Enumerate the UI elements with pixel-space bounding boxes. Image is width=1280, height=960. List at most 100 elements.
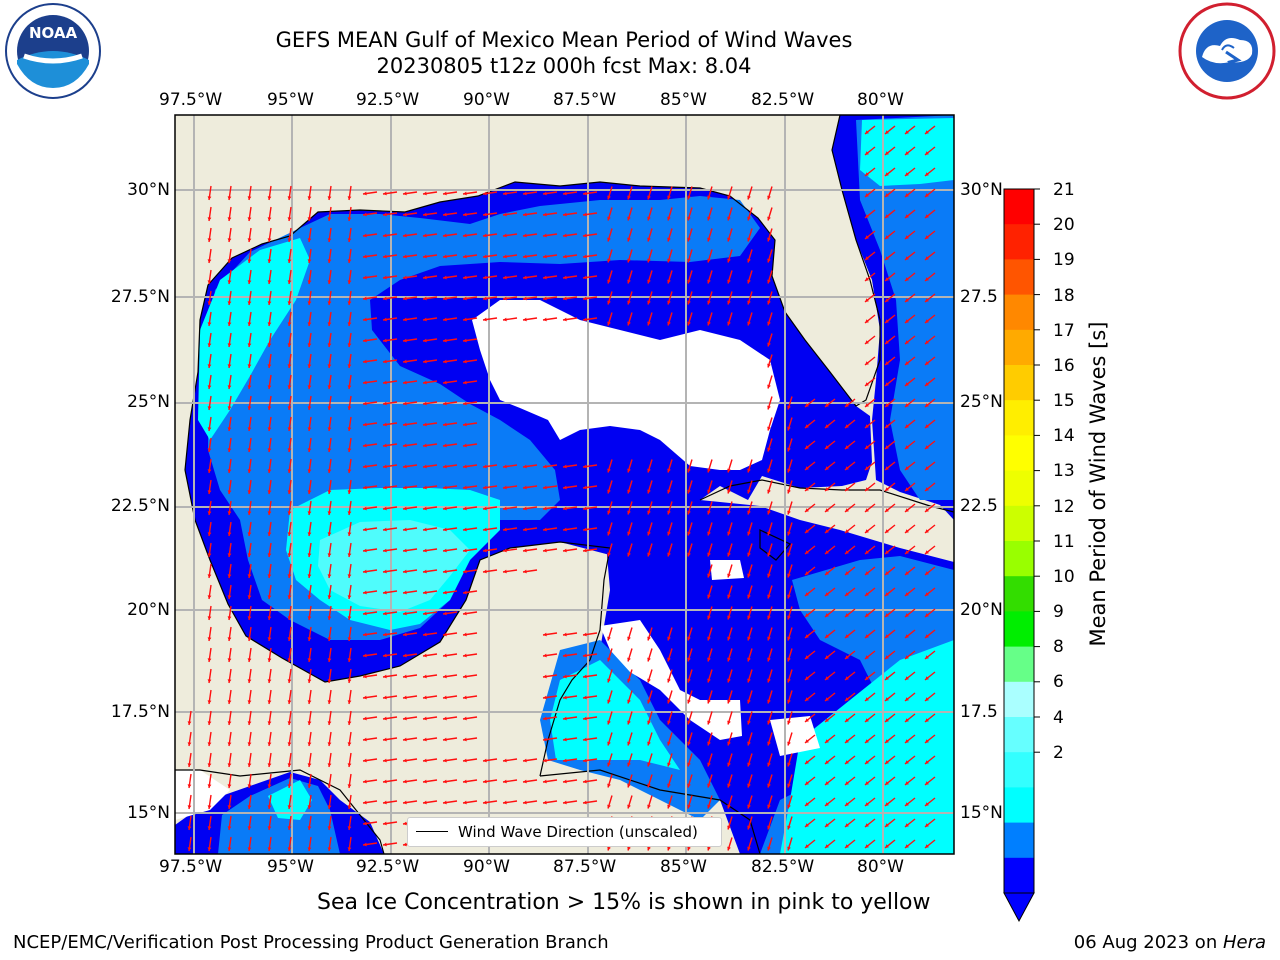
- wave-arrowhead: [207, 364, 212, 368]
- wave-arrowhead: [687, 321, 691, 326]
- lat-label-right: 17.5: [960, 702, 998, 722]
- wave-arrowhead: [563, 800, 567, 805]
- wave-arrowhead: [583, 800, 587, 805]
- wave-arrowhead: [227, 364, 232, 368]
- wave-arrowhead: [287, 301, 292, 305]
- map-legend: Wind Wave Direction (unscaled): [407, 817, 722, 847]
- wave-arrowhead: [767, 573, 771, 578]
- wave-arrowhead: [383, 443, 387, 448]
- wave-arrowhead: [363, 632, 367, 637]
- wave-arrowhead: [767, 510, 771, 515]
- wave-arrowhead: [767, 384, 771, 389]
- wave-arrowhead: [627, 531, 631, 536]
- wave-arrowhead: [627, 720, 631, 725]
- wave-arrowhead: [747, 258, 751, 263]
- wave-arrowhead: [687, 783, 691, 788]
- wave-arrowhead: [747, 237, 751, 242]
- wave-arrowhead: [187, 763, 192, 767]
- wave-arrowhead: [423, 758, 427, 763]
- wave-arrowhead: [825, 403, 829, 407]
- wave-arrowhead: [607, 300, 611, 305]
- wave-arrowhead: [687, 552, 691, 557]
- wave-arrowhead: [307, 259, 312, 263]
- map-area: [175, 115, 954, 854]
- colorbar-tick: 2: [1053, 743, 1064, 763]
- wave-arrowhead: [307, 448, 312, 452]
- wave-arrowhead: [727, 615, 731, 620]
- wave-arrowhead: [825, 424, 829, 428]
- wave-arrowhead: [503, 317, 507, 322]
- wave-arrowhead: [247, 553, 252, 557]
- lon-label-top: 90°W: [463, 90, 510, 110]
- wave-arrowhead: [207, 469, 212, 473]
- wave-arrowhead: [687, 636, 691, 641]
- wave-arrowhead: [767, 258, 771, 263]
- wave-arrowhead: [647, 783, 651, 788]
- wave-arrowhead: [307, 406, 312, 410]
- wave-arrowhead: [383, 821, 387, 826]
- wave-arrowhead: [727, 300, 731, 305]
- wave-arrowhead: [667, 300, 671, 305]
- wave-arrowhead: [247, 847, 252, 851]
- wave-arrowhead: [363, 422, 367, 427]
- wave-arrowhead: [865, 361, 869, 365]
- lat-label-left: 22.5°N: [110, 496, 170, 516]
- wave-arrowhead: [267, 784, 272, 788]
- lon-label-top: 85°W: [660, 90, 707, 110]
- wave-arrowhead: [383, 632, 387, 637]
- wave-arrowhead: [543, 275, 547, 280]
- wave-arrowhead: [627, 468, 631, 473]
- wave-arrowhead: [543, 506, 547, 511]
- wave-arrowhead: [787, 762, 791, 767]
- wave-arrowhead: [805, 739, 809, 743]
- wave-arrowhead: [583, 254, 587, 259]
- wave-arrowhead: [383, 737, 387, 742]
- wave-arrowhead: [423, 569, 427, 574]
- wave-arrowhead: [347, 217, 352, 221]
- wave-arrowhead: [563, 317, 567, 322]
- wave-arrowhead: [327, 826, 332, 830]
- wave-arrowhead: [805, 571, 809, 575]
- colorbar-tick: 12: [1053, 497, 1075, 517]
- wave-arrowhead: [825, 613, 829, 617]
- wave-arrowhead: [403, 758, 407, 763]
- wave-arrowhead: [727, 237, 731, 242]
- wave-arrowhead: [845, 718, 849, 722]
- wave-arrowhead: [885, 634, 889, 638]
- wave-arrowhead: [787, 720, 791, 725]
- wave-arrowhead: [865, 739, 869, 743]
- wave-arrowhead: [607, 783, 611, 788]
- wave-arrowhead: [707, 258, 711, 263]
- wave-arrowhead: [363, 233, 367, 238]
- wave-arrowhead: [363, 359, 367, 364]
- wave-arrowhead: [187, 805, 192, 809]
- wave-arrowhead: [363, 506, 367, 511]
- wave-arrowhead: [667, 552, 671, 557]
- wave-arrowhead: [925, 256, 929, 260]
- wave-arrowhead: [787, 741, 791, 746]
- wave-arrowhead: [307, 616, 312, 620]
- wave-arrowhead: [787, 636, 791, 641]
- wave-arrowhead: [267, 805, 272, 809]
- wave-arrowhead: [583, 653, 587, 658]
- wave-arrowhead: [845, 529, 849, 533]
- wave-arrowhead: [865, 193, 869, 197]
- wave-arrowhead: [347, 679, 352, 683]
- wave-arrowhead: [727, 678, 731, 683]
- wave-arrowhead: [423, 359, 427, 364]
- wave-arrowhead: [287, 238, 292, 242]
- wave-arrowhead: [687, 678, 691, 683]
- wave-arrowhead: [383, 548, 387, 553]
- wave-arrowhead: [267, 700, 272, 704]
- lat-label-right: 15°N: [960, 803, 1003, 823]
- wave-arrowhead: [267, 679, 272, 683]
- wave-arrowhead: [347, 742, 352, 746]
- wave-arrowhead: [423, 464, 427, 469]
- lat-label-left: 30°N: [127, 180, 170, 200]
- wave-arrowhead: [905, 655, 909, 659]
- wave-arrowhead: [865, 340, 869, 344]
- wave-arrowhead: [805, 760, 809, 764]
- wave-arrowhead: [667, 237, 671, 242]
- wave-arrowhead: [707, 321, 711, 326]
